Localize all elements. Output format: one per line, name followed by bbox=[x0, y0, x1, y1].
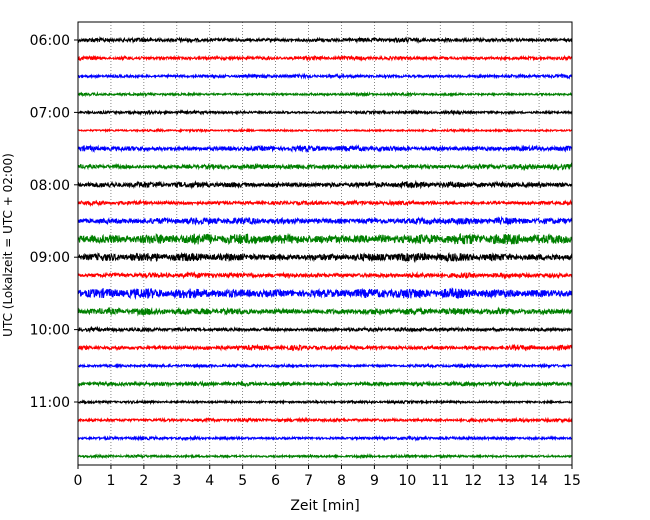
x-tick-label: 3 bbox=[172, 473, 181, 489]
trace-line bbox=[77, 325, 573, 334]
trace-line bbox=[77, 398, 573, 406]
trace-line bbox=[77, 108, 573, 116]
x-tick-label: 13 bbox=[497, 473, 515, 489]
x-tick-label: 7 bbox=[304, 473, 313, 489]
x-tick-label: 0 bbox=[74, 473, 83, 489]
grid-lines bbox=[110, 22, 540, 465]
trace-line bbox=[77, 91, 573, 98]
trace-line bbox=[77, 251, 573, 264]
x-axis: 0 1 2 3 4 5 6 7 8 9 10 11 12 13 14 15 bbox=[74, 465, 581, 489]
x-tick-label: 15 bbox=[563, 473, 581, 489]
x-tick-label: 8 bbox=[337, 473, 346, 489]
trace-line bbox=[77, 287, 573, 300]
trace-line bbox=[77, 379, 573, 388]
trace-line bbox=[77, 36, 573, 44]
trace-line bbox=[77, 362, 573, 370]
trace-line bbox=[77, 453, 573, 460]
trace-line bbox=[77, 343, 573, 352]
x-tick-label: 14 bbox=[530, 473, 548, 489]
plot-frame bbox=[77, 21, 573, 466]
trace-line bbox=[77, 416, 573, 424]
y-axis: 06:00 07:00 08:00 09:00 10:00 11:00 bbox=[30, 33, 78, 411]
trace-line bbox=[77, 306, 573, 317]
x-tick-label: 6 bbox=[271, 473, 280, 489]
x-tick-label: 9 bbox=[370, 473, 379, 489]
trace-line bbox=[77, 198, 573, 208]
y-tick-label: 08:00 bbox=[30, 178, 70, 194]
y-tick-label: 09:00 bbox=[30, 250, 70, 266]
x-tick-label: 4 bbox=[205, 473, 214, 489]
traces bbox=[77, 36, 573, 460]
y-tick-label: 06:00 bbox=[30, 33, 70, 49]
trace-line bbox=[77, 72, 573, 80]
trace-line bbox=[77, 179, 573, 190]
x-tick-label: 11 bbox=[431, 473, 449, 489]
x-tick-label: 1 bbox=[106, 473, 115, 489]
trace-line bbox=[77, 54, 573, 62]
trace-line bbox=[77, 127, 573, 134]
trace-line bbox=[77, 270, 573, 280]
x-tick-label: 12 bbox=[464, 473, 482, 489]
plot-background bbox=[78, 22, 572, 465]
trace-line bbox=[77, 144, 573, 154]
y-tick-label: 07:00 bbox=[30, 105, 70, 121]
x-tick-label: 5 bbox=[238, 473, 247, 489]
trace-line bbox=[77, 434, 573, 442]
y-tick-label: 10:00 bbox=[30, 323, 70, 339]
x-tick-label: 10 bbox=[398, 473, 416, 489]
trace-line bbox=[77, 162, 573, 172]
trace-line bbox=[77, 215, 573, 226]
x-tick-label: 2 bbox=[139, 473, 148, 489]
y-tick-label: 11:00 bbox=[30, 395, 70, 411]
x-axis-label: Zeit [min] bbox=[290, 498, 359, 514]
y-axis-label: UTC (Lokalzeit = UTC + 02:00) bbox=[1, 153, 15, 337]
trace-line bbox=[77, 232, 573, 246]
